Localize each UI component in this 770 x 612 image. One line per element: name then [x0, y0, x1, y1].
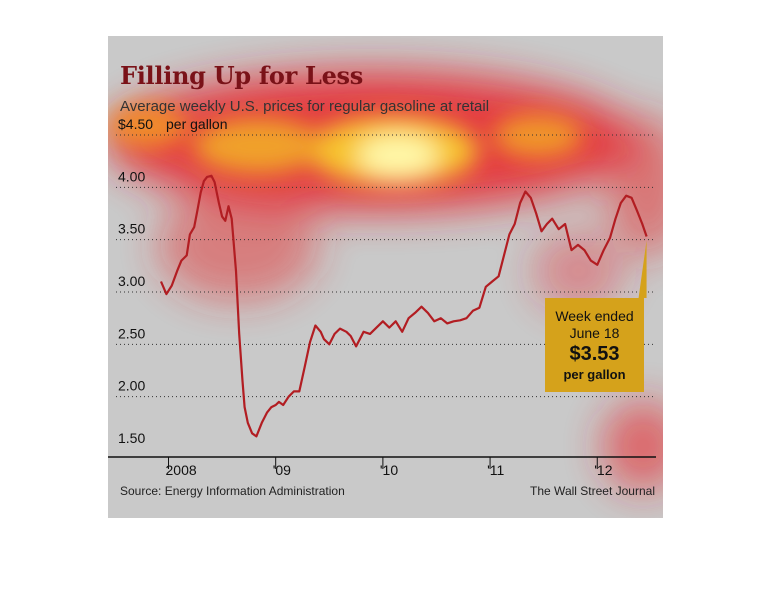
- heatmap-overlay: [108, 71, 663, 491]
- y-tick-label: 1.50: [118, 430, 145, 446]
- y-unit-label: per gallon: [166, 116, 228, 132]
- y-tick-label: 2.50: [118, 325, 145, 341]
- source-note: Source: Energy Information Administratio…: [120, 484, 345, 498]
- x-axis: 2008 '09 '10 '11 '12: [108, 456, 656, 478]
- price-callout: Week ended June 18 $3.53 per gallon: [545, 298, 644, 392]
- chart-card: Filling Up for Less Average weekly U.S. …: [108, 36, 663, 518]
- callout-unit: per gallon: [563, 367, 626, 382]
- callout-price: $3.53: [569, 343, 620, 365]
- plot-area: $4.50 per gallon4.003.503.002.502.001.50 …: [108, 116, 656, 478]
- chart-subtitle: Average weekly U.S. prices for regular g…: [120, 98, 490, 115]
- chart-title: Filling Up for Less: [120, 61, 363, 90]
- callout-pointer: [638, 240, 647, 298]
- callout-week-label: Week ended: [555, 308, 634, 324]
- y-tick-label: 4.00: [118, 168, 145, 184]
- y-tick-label: 3.50: [118, 221, 145, 237]
- x-tick-label: '10: [380, 462, 398, 478]
- x-tick-label: '12: [594, 462, 612, 478]
- x-tick-label: 2008: [166, 462, 197, 478]
- y-tick-label: 2.00: [118, 378, 145, 394]
- x-tick-label: '09: [273, 462, 291, 478]
- x-tick-label: '11: [487, 462, 504, 478]
- y-tick-label: 3.00: [118, 273, 145, 289]
- publisher-credit: The Wall Street Journal: [530, 484, 655, 498]
- y-tick-label: $4.50: [118, 116, 153, 132]
- y-tick-labels: $4.50 per gallon 4.00 3.50 3.00 2.50 2.00 1.50: [118, 116, 228, 446]
- callout-date: June 18: [569, 325, 620, 341]
- price-line: [159, 174, 648, 438]
